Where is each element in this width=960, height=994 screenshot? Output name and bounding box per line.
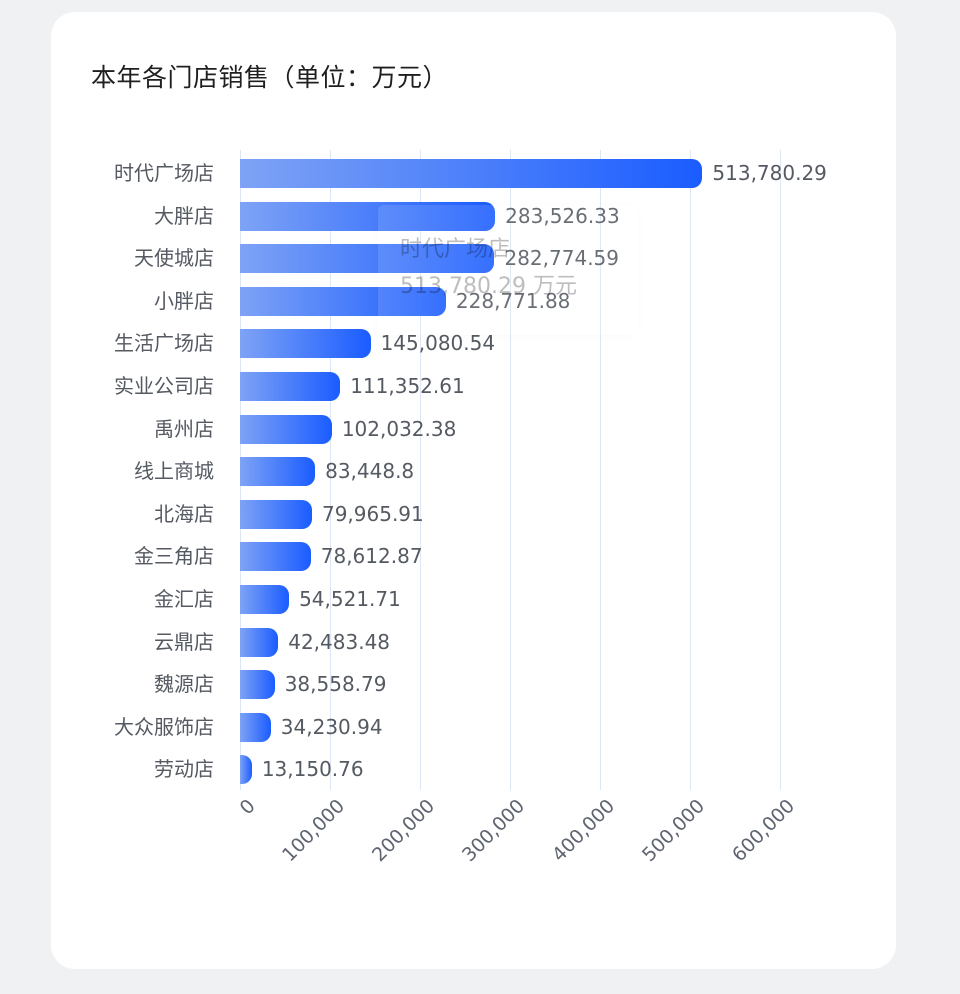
bar[interactable] [240,585,290,614]
bar[interactable] [240,712,271,742]
bar[interactable] [240,457,316,487]
bar[interactable] [240,670,275,700]
bar[interactable] [240,372,341,401]
chart-card: 本年各门店销售（单位：万元） [51,12,896,969]
bar[interactable] [240,755,252,785]
bar[interactable] [240,499,312,529]
tooltip-store-name: 时代广场店 [400,237,511,262]
bar[interactable] [240,542,311,572]
chart-tooltip: 时代广场店 513,780.29 万元 [378,205,638,335]
bar[interactable] [240,329,371,359]
bar[interactable] [240,414,332,444]
bar[interactable] [240,201,496,231]
tooltip-value: 513,780.29 万元 [400,274,577,299]
bar[interactable] [240,159,703,188]
bar[interactable] [240,244,495,274]
chart-title: 本年各门店销售（单位：万元） [91,63,449,92]
bar[interactable] [240,286,446,316]
bar[interactable] [240,627,279,657]
